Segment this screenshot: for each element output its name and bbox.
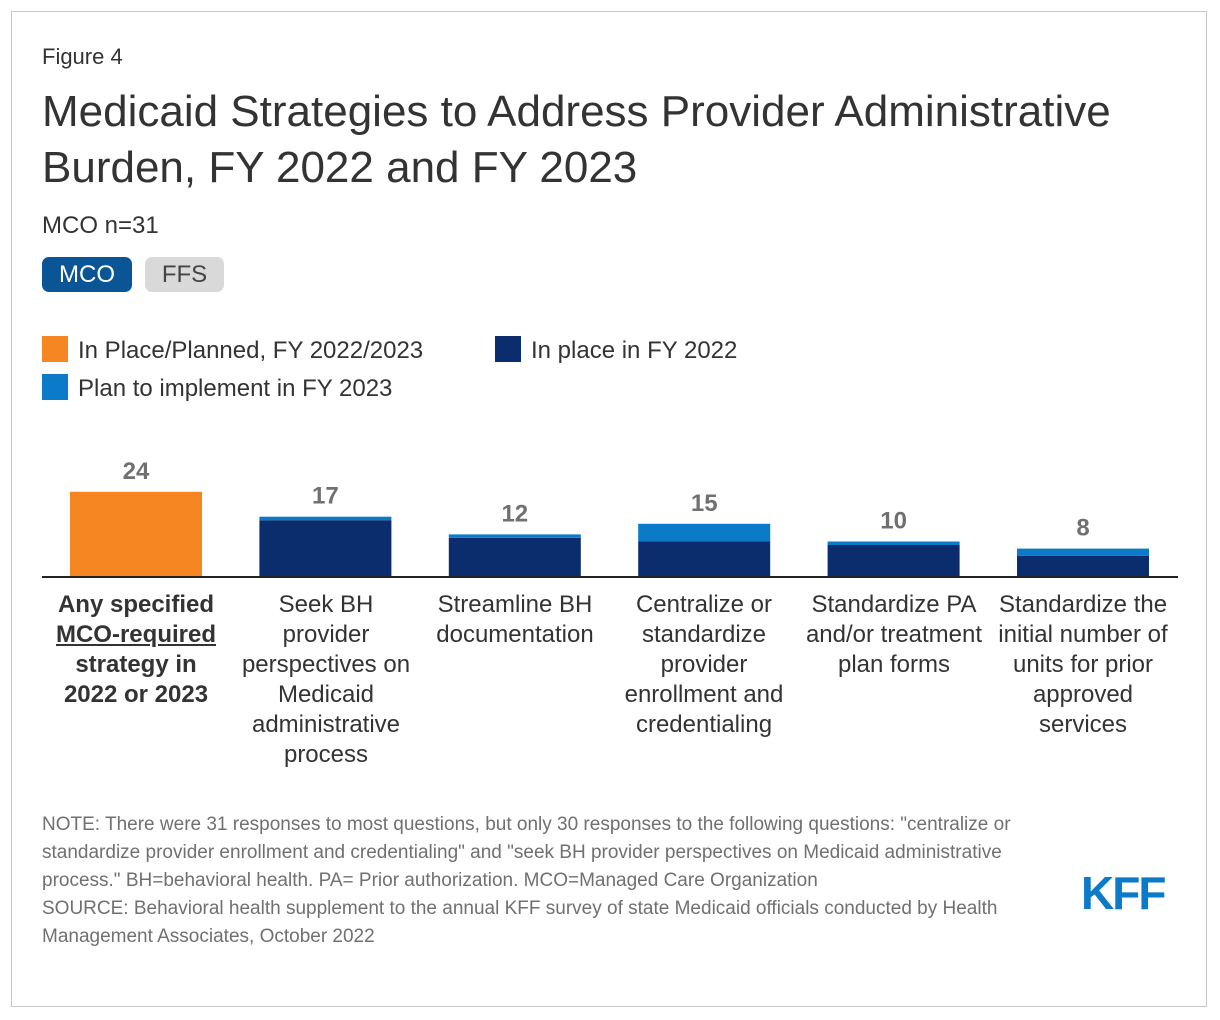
bar-segment-plan-2023[interactable] bbox=[1017, 548, 1149, 556]
toggle-ffs-button[interactable]: FFS bbox=[145, 257, 224, 292]
bar-segment-plan-2023[interactable] bbox=[638, 523, 771, 542]
legend-swatch bbox=[495, 336, 521, 362]
category-label-seek-bh: Seek BH provider perspectives on Medicai… bbox=[241, 591, 411, 768]
bar-total-label: 24 bbox=[123, 458, 150, 485]
bar-total-label: 17 bbox=[312, 483, 339, 510]
kff-logo: KFF bbox=[1081, 867, 1166, 919]
toggle-mco-button[interactable]: MCO bbox=[42, 257, 132, 292]
bar-segment-in-place-2022[interactable] bbox=[1017, 555, 1149, 577]
bar-segment-in-place-2022[interactable] bbox=[638, 541, 771, 578]
chart-notes: NOTE: There were 31 responses to most qu… bbox=[42, 811, 1082, 951]
bar-segment-plan-2023[interactable] bbox=[448, 534, 581, 538]
bar-total-label: 8 bbox=[1076, 515, 1089, 542]
category-label-centralize: Centralize or standardize provider enrol… bbox=[624, 591, 784, 738]
bar-segment-in-place-planned[interactable] bbox=[70, 491, 202, 577]
bar-total-label: 15 bbox=[691, 490, 718, 517]
category-label-any-strategy: Any specified MCO-required strategy in 2… bbox=[46, 590, 226, 710]
legend-label: In Place/Planned, FY 2022/2023 bbox=[78, 337, 424, 364]
bar-segment-in-place-2022[interactable] bbox=[259, 520, 392, 577]
legend-item-plan-2023: Plan to implement in FY 2023 bbox=[42, 374, 392, 403]
legend-item-in-place-planned: In Place/Planned, FY 2022/2023 bbox=[42, 336, 423, 365]
chart-subtitle: MCO n=31 bbox=[42, 212, 159, 239]
mco-required-link[interactable]: MCO-required bbox=[55, 621, 216, 648]
category-label-standardize-units: Standardize the initial number of units … bbox=[998, 591, 1168, 738]
bar-segment-in-place-2022[interactable] bbox=[448, 538, 581, 577]
bar-segment-plan-2023[interactable] bbox=[827, 541, 960, 546]
source-text: SOURCE: Behavioral health supplement to … bbox=[42, 898, 998, 947]
category-label-line: Any specified bbox=[57, 591, 215, 618]
category-label-standardize-pa: Standardize PA and/or treatment plan for… bbox=[805, 591, 983, 678]
legend-label: In place in FY 2022 bbox=[531, 337, 738, 364]
category-label-line: strategy in 2022 or 2023 bbox=[63, 651, 209, 708]
legend-swatch bbox=[42, 336, 68, 362]
chart-title: Medicaid Strategies to Address Provider … bbox=[42, 87, 1111, 192]
figure-frame bbox=[11, 11, 1207, 1007]
legend-label: Plan to implement in FY 2023 bbox=[78, 375, 393, 402]
bar-total-label: 12 bbox=[501, 500, 528, 527]
bar-chart: 24 17 12 15 10 8 bbox=[42, 458, 1178, 578]
category-label-streamline-bh: Streamline BH documentation bbox=[436, 591, 594, 648]
figure-label: Figure 4 bbox=[42, 44, 123, 69]
note-text: NOTE: There were 31 responses to most qu… bbox=[42, 814, 1011, 891]
bar-segment-in-place-2022[interactable] bbox=[827, 545, 960, 577]
bar-segment-plan-2023[interactable] bbox=[259, 516, 392, 521]
bar-total-label: 10 bbox=[880, 508, 907, 535]
legend-swatch bbox=[42, 374, 68, 400]
legend-item-in-place-2022: In place in FY 2022 bbox=[495, 336, 737, 365]
